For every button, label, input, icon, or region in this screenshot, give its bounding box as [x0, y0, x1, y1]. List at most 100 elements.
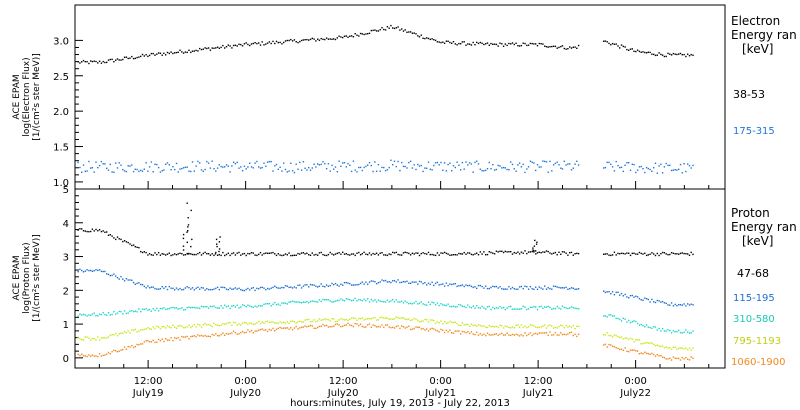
data-point	[274, 330, 276, 332]
data-point	[245, 42, 247, 44]
data-point	[320, 319, 322, 321]
data-point	[683, 303, 685, 305]
data-point	[182, 237, 185, 240]
data-point	[477, 254, 480, 256]
data-point	[678, 357, 680, 360]
data-point	[474, 253, 476, 255]
data-point	[331, 282, 333, 285]
data-point	[367, 33, 369, 35]
data-point	[526, 252, 528, 255]
data-point	[511, 286, 514, 289]
data-point	[470, 253, 473, 256]
data-point	[125, 312, 128, 315]
data-point	[175, 254, 178, 256]
data-point	[392, 27, 394, 29]
data-point	[613, 251, 616, 253]
data-point	[433, 254, 435, 256]
data-point	[266, 330, 269, 333]
data-point	[261, 328, 263, 330]
data-point	[161, 338, 163, 340]
data-point	[293, 286, 296, 288]
data-point	[156, 307, 158, 310]
data-point	[390, 318, 392, 320]
data-point	[104, 354, 106, 356]
data-point	[131, 244, 133, 247]
data-point	[554, 326, 557, 329]
data-point	[427, 301, 430, 303]
data-point	[234, 287, 237, 289]
data-point	[433, 39, 435, 41]
data-point	[560, 253, 562, 255]
data-point	[209, 288, 212, 291]
data-point	[184, 166, 187, 168]
data-point	[513, 334, 515, 336]
data-point	[252, 167, 254, 169]
data-point	[486, 168, 489, 170]
data-point	[678, 53, 680, 55]
data-point	[683, 358, 685, 360]
data-point	[615, 347, 617, 349]
data-point	[275, 163, 278, 166]
data-point	[320, 300, 322, 303]
data-point	[531, 42, 533, 45]
data-point	[520, 285, 523, 288]
data-point	[674, 357, 676, 359]
data-point	[483, 287, 485, 289]
data-point	[510, 161, 512, 163]
data-point	[492, 306, 494, 309]
data-point	[82, 313, 85, 316]
data-point	[513, 308, 515, 310]
data-point	[554, 162, 557, 165]
data-point	[168, 285, 170, 288]
data-point	[690, 251, 692, 254]
data-point	[404, 29, 406, 31]
data-point	[629, 337, 632, 339]
data-point	[401, 317, 403, 319]
data-point	[551, 45, 553, 48]
data-point	[156, 253, 158, 256]
data-point	[681, 54, 683, 56]
data-point	[670, 359, 673, 361]
data-point	[451, 305, 453, 308]
data-point	[663, 166, 666, 168]
data-point	[277, 303, 279, 305]
data-point	[288, 286, 290, 289]
data-point	[431, 281, 433, 283]
electron-ylabel-line1: ACE EPAM	[12, 74, 22, 119]
data-point	[367, 298, 369, 300]
data-point	[95, 228, 97, 231]
data-point	[254, 330, 256, 332]
data-point	[304, 325, 306, 327]
data-point	[536, 326, 539, 328]
data-point	[118, 162, 120, 164]
data-point	[240, 254, 242, 256]
data-point	[645, 166, 648, 169]
data-point	[209, 167, 212, 169]
data-point	[492, 285, 494, 287]
data-point	[624, 337, 626, 339]
data-point	[467, 43, 469, 45]
data-point	[438, 304, 440, 307]
data-point	[424, 304, 426, 306]
data-point	[131, 344, 133, 347]
data-point	[363, 298, 365, 300]
data-point	[197, 160, 199, 163]
data-point	[427, 330, 430, 332]
data-point	[309, 254, 312, 256]
data-point	[224, 254, 226, 257]
data-point	[386, 281, 389, 283]
xtick-date-label: July20	[229, 388, 261, 399]
data-point	[669, 329, 671, 332]
data-point	[653, 53, 655, 56]
data-point	[617, 164, 619, 167]
data-point	[683, 348, 685, 350]
data-point	[409, 282, 412, 284]
data-point	[190, 288, 192, 290]
data-point	[313, 284, 315, 286]
data-point	[518, 162, 521, 164]
data-point	[263, 44, 265, 46]
data-point	[350, 170, 353, 173]
data-point	[633, 50, 635, 52]
x-axis-title: hours:minutes, July 19, 2013 - July 22, …	[290, 398, 510, 409]
data-point	[413, 317, 415, 320]
